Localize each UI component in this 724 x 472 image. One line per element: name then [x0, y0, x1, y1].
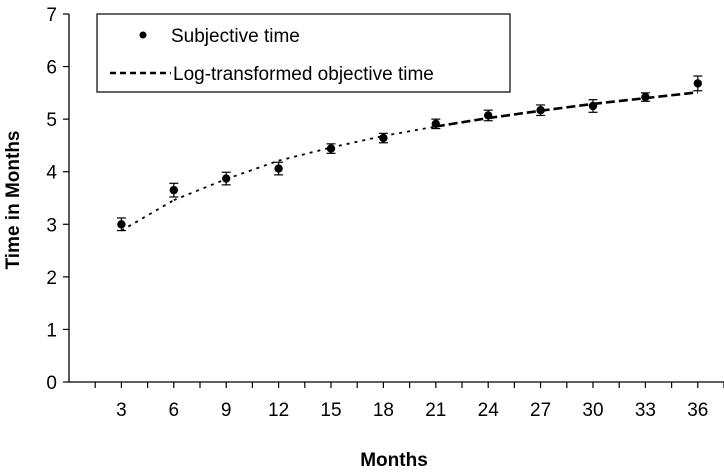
legend-label-subjective: Subjective time: [171, 26, 300, 47]
subjective-point: [431, 119, 440, 129]
plot-lines: [120, 91, 698, 232]
y-tick-label: 1: [46, 320, 57, 341]
legend: Subjective time Log-transformed objectiv…: [96, 13, 511, 93]
x-axis-ticks: 3 6 9 12 15 18 21 24 27 30 33 36: [94, 382, 724, 421]
subjective-point: [536, 106, 545, 115]
x-tick-label: 9: [221, 400, 232, 421]
y-axis-ticks: 0 1 2 3 4 5 6 7: [46, 5, 69, 394]
subjective-point: [641, 92, 650, 102]
objective-line-segment: [120, 199, 175, 232]
x-tick-label: 3: [116, 400, 127, 421]
subjective-point: [169, 185, 178, 195]
objective-line-segment: [225, 159, 279, 180]
objective-line-segment: [540, 102, 594, 113]
x-tick-label: 24: [478, 400, 500, 421]
y-tick-label: 7: [46, 5, 57, 26]
subjective-point: [326, 144, 336, 153]
legend-box: [96, 13, 511, 93]
subjective-point: [117, 220, 126, 229]
y-tick-label: 0: [46, 373, 57, 394]
x-tick-label: 18: [373, 400, 394, 421]
y-axis-title: Time in Months: [3, 131, 24, 270]
plot-points: [116, 75, 703, 232]
objective-line-segment: [592, 96, 646, 106]
x-tick-label: 21: [425, 400, 446, 421]
subjective-point: [588, 101, 598, 111]
y-tick-label: 4: [46, 163, 57, 184]
subjective-point: [379, 133, 388, 143]
subjective-point: [693, 79, 702, 88]
y-tick-label: 5: [46, 110, 57, 131]
legend-marker-subjective: [139, 31, 147, 39]
objective-line-segment: [330, 135, 384, 149]
x-tick-label: 12: [268, 400, 289, 421]
y-tick-label: 2: [46, 268, 57, 289]
objective-line-segment: [645, 91, 698, 100]
x-tick-label: 15: [320, 400, 341, 421]
legend-label-objective: Log-transformed objective time: [173, 64, 434, 85]
objective-line-segment: [488, 109, 541, 120]
subjective-point: [484, 111, 493, 120]
subjective-point: [274, 164, 283, 173]
objective-line-segment: [278, 146, 332, 162]
objective-line-segment: [173, 178, 227, 201]
x-tick-label: 33: [635, 400, 656, 421]
objective-line-segment: [383, 125, 436, 137]
axes: [68, 14, 724, 383]
x-axis-title: Months: [360, 450, 428, 471]
x-tick-label: 30: [582, 400, 603, 421]
y-tick-label: 6: [46, 58, 57, 79]
y-tick-label: 3: [46, 215, 57, 236]
x-tick-label: 36: [687, 400, 708, 421]
x-tick-label: 27: [530, 400, 551, 421]
x-tick-label: 6: [169, 400, 180, 421]
subjective-point: [222, 174, 231, 183]
objective-line-segment: [435, 116, 489, 128]
